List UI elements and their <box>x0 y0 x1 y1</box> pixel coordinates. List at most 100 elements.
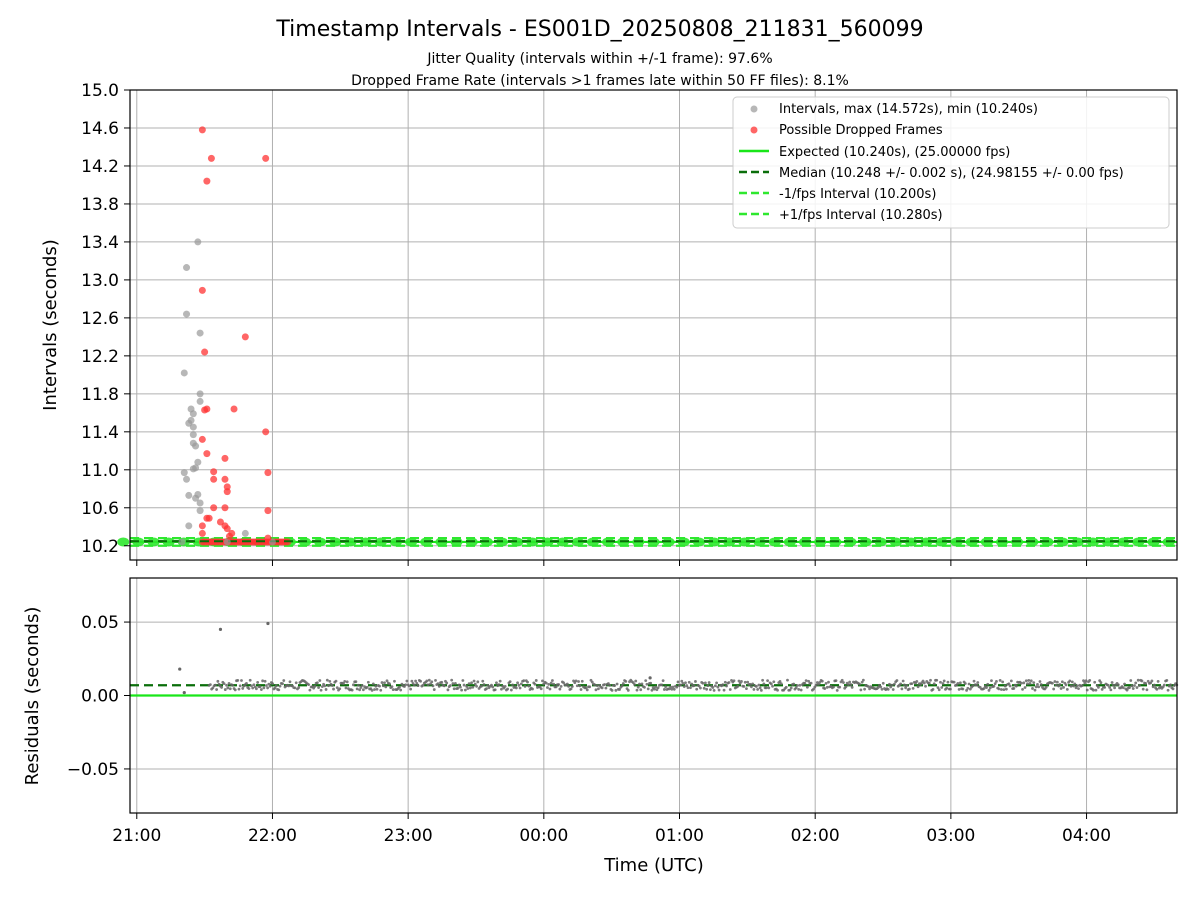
residual-point <box>278 684 282 688</box>
residual-point <box>966 686 970 690</box>
interval-point <box>192 442 200 450</box>
intervals-y-tick-label: 15.0 <box>81 81 119 101</box>
residual-point <box>1008 684 1012 688</box>
residual-point <box>600 686 604 690</box>
residual-point <box>374 684 378 688</box>
residual-point <box>844 685 848 689</box>
residual-point <box>238 684 242 688</box>
residual-point <box>318 679 322 682</box>
residual-point <box>471 685 475 689</box>
residual-point <box>705 687 709 691</box>
interval-point <box>196 329 204 337</box>
residual-point <box>832 685 835 689</box>
residual-point <box>574 679 578 683</box>
residual-point <box>399 688 403 692</box>
residual-point <box>462 683 466 687</box>
residual-point <box>1012 687 1016 690</box>
residual-point <box>383 681 386 685</box>
residual-point <box>849 683 853 686</box>
residual-point <box>452 687 456 691</box>
residual-point <box>1169 683 1172 687</box>
residual-point <box>736 684 740 688</box>
residual-point <box>613 684 617 688</box>
residual-point <box>703 681 707 685</box>
residual-point <box>421 683 425 687</box>
intervals-points <box>117 126 1177 547</box>
residual-point <box>603 683 607 686</box>
residual-point <box>552 682 556 686</box>
interval-point <box>223 538 231 546</box>
residual-point <box>963 682 967 685</box>
residual-point <box>350 688 354 692</box>
dropped-frame-point <box>228 529 236 537</box>
residual-point <box>222 682 226 685</box>
residual-point <box>809 681 813 685</box>
residuals-y-tick-label: 0.05 <box>81 613 119 633</box>
residual-point <box>834 679 838 682</box>
residual-point <box>624 679 628 683</box>
intervals-y-tick-label: 12.6 <box>81 309 119 329</box>
residual-point <box>454 681 457 685</box>
residual-point <box>893 682 896 686</box>
residual-point <box>986 682 990 686</box>
residual-point <box>247 687 251 691</box>
residual-point <box>345 680 349 684</box>
residual-point <box>485 687 488 691</box>
residual-point <box>220 686 223 689</box>
residual-point <box>888 682 891 686</box>
residual-point <box>840 678 844 682</box>
residual-point <box>225 683 228 687</box>
residual-point <box>711 686 715 689</box>
residual-point <box>727 681 731 684</box>
residual-point <box>446 688 450 692</box>
legend-box <box>732 96 1170 229</box>
residual-point <box>517 683 521 687</box>
residual-point <box>358 688 362 692</box>
residual-point <box>508 680 512 684</box>
residual-point <box>1069 684 1073 688</box>
residual-point <box>866 685 870 688</box>
residual-point <box>706 684 710 688</box>
residual-point <box>385 679 389 683</box>
residual-point <box>784 685 788 689</box>
residual-point <box>1052 687 1056 691</box>
residual-point <box>614 688 618 692</box>
residual-point <box>511 683 515 687</box>
dropped-frame-point <box>205 514 213 522</box>
residual-point <box>654 685 658 689</box>
residual-point <box>640 682 644 686</box>
residual-point <box>972 679 976 683</box>
residual-point <box>308 688 312 692</box>
residual-point <box>993 682 997 685</box>
interval-point <box>194 238 202 246</box>
residual-point <box>752 688 756 691</box>
residual-point <box>638 682 641 686</box>
residual-point <box>481 679 485 683</box>
intervals-band-marker <box>1086 537 1099 547</box>
residual-point <box>941 682 945 685</box>
residual-point <box>876 686 880 689</box>
residual-point <box>1133 684 1136 687</box>
intervals-band-marker <box>905 537 918 547</box>
residual-point <box>495 681 498 685</box>
interval-point <box>189 410 197 418</box>
residual-point <box>231 683 235 687</box>
residual-point <box>626 688 630 692</box>
residual-point <box>258 685 262 689</box>
residual-point <box>639 688 643 692</box>
intervals-band-marker <box>1071 537 1084 547</box>
residual-point <box>868 687 871 691</box>
residual-point <box>241 687 245 690</box>
residual-point <box>250 684 253 688</box>
residual-point <box>723 680 727 684</box>
residual-point <box>707 681 711 684</box>
residual-point <box>466 687 470 690</box>
residual-point <box>669 685 672 689</box>
residual-point <box>1070 680 1074 684</box>
residual-point <box>216 679 220 683</box>
residual-point <box>827 680 830 684</box>
residual-point <box>835 688 839 692</box>
residual-point <box>544 681 548 685</box>
residual-point <box>1155 687 1159 691</box>
dropped-frame-point <box>198 435 206 443</box>
